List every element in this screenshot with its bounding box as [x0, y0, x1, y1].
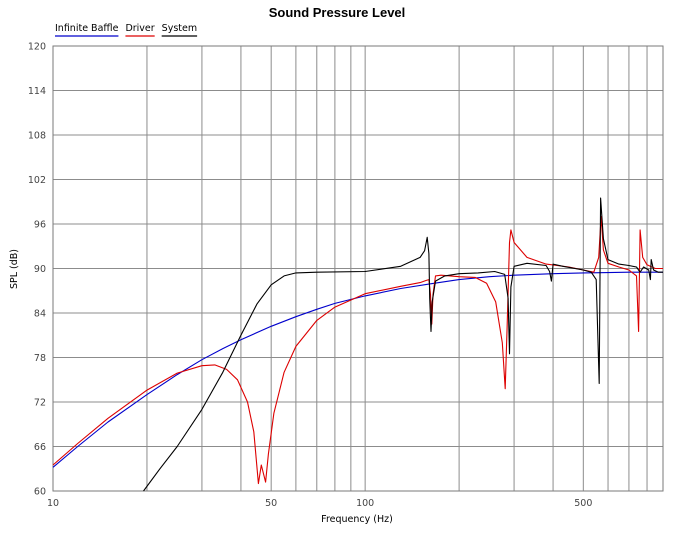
series-line-infinite-baffle	[52, 271, 663, 468]
x-axis-label: Frequency (Hz)	[321, 514, 393, 525]
chart-title: Sound Pressure Level	[269, 5, 406, 20]
grid	[53, 46, 663, 491]
x-tick-label: 10	[47, 498, 59, 509]
series-line-driver	[52, 216, 663, 485]
y-tick-label: 66	[34, 442, 46, 453]
y-tick-label: 90	[34, 264, 46, 275]
x-tick-label: 50	[265, 498, 277, 509]
series-group	[52, 197, 663, 492]
y-tick-label: 78	[34, 353, 46, 364]
legend-label: Infinite Baffle	[55, 23, 119, 34]
y-tick-label: 60	[34, 487, 46, 498]
y-tick-label: 114	[28, 86, 46, 97]
y-tick-label: 72	[34, 398, 46, 409]
legend-label: System	[162, 23, 197, 34]
y-tick-label: 108	[28, 131, 46, 142]
x-tick-label: 500	[574, 498, 592, 509]
axis-ticks: 60 66 72 78 84 90 96 102 108 114 120 10 50 100 500	[28, 42, 593, 510]
y-axis-label: SPL (dB)	[9, 249, 20, 289]
series-line-system	[143, 197, 663, 492]
y-tick-label: 96	[34, 220, 46, 231]
y-tick-label: 120	[28, 42, 46, 53]
y-tick-label: 102	[28, 175, 46, 186]
legend: Infinite Baffle Driver System	[55, 23, 198, 37]
x-tick-label: 100	[356, 498, 374, 509]
y-tick-label: 84	[34, 309, 46, 320]
legend-label: Driver	[125, 23, 154, 34]
